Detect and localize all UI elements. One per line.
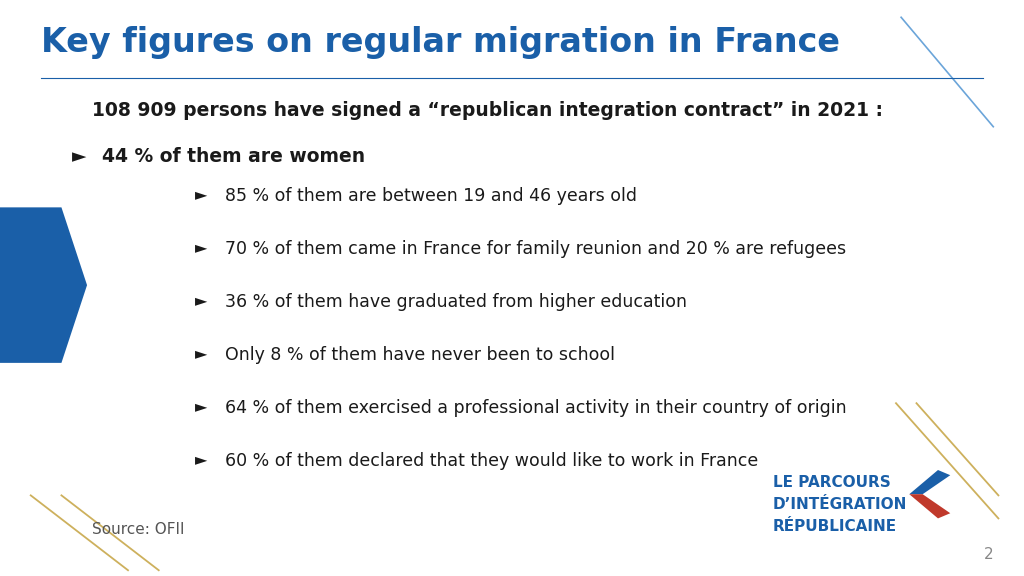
Polygon shape	[909, 470, 950, 494]
Text: ►: ►	[195, 187, 207, 202]
Polygon shape	[0, 207, 87, 363]
Text: LE PARCOURS: LE PARCOURS	[773, 475, 891, 490]
Text: ►: ►	[195, 240, 207, 255]
Text: 85 % of them are between 19 and 46 years old: 85 % of them are between 19 and 46 years…	[225, 187, 637, 205]
Text: ►: ►	[195, 399, 207, 414]
Text: 108 909 persons have signed a “republican integration contract” in 2021 :: 108 909 persons have signed a “republica…	[92, 101, 883, 120]
Text: 70 % of them came in France for family reunion and 20 % are refugees: 70 % of them came in France for family r…	[225, 240, 847, 258]
Text: 2: 2	[984, 547, 993, 562]
Text: D’INTÉGRATION: D’INTÉGRATION	[773, 497, 907, 512]
Text: Only 8 % of them have never been to school: Only 8 % of them have never been to scho…	[225, 346, 615, 364]
Text: 60 % of them declared that they would like to work in France: 60 % of them declared that they would li…	[225, 452, 759, 470]
Text: :: :	[249, 147, 261, 166]
Text: Source: OFII: Source: OFII	[92, 522, 184, 537]
Text: ►: ►	[195, 452, 207, 467]
Text: RÉPUBLICAINE: RÉPUBLICAINE	[773, 519, 897, 534]
Text: Key figures on regular migration in France: Key figures on regular migration in Fran…	[41, 26, 840, 59]
Text: ►: ►	[195, 346, 207, 361]
Text: 64 % of them exercised a professional activity in their country of origin: 64 % of them exercised a professional ac…	[225, 399, 847, 417]
Text: ►: ►	[195, 293, 207, 308]
Polygon shape	[909, 494, 950, 518]
Text: ►: ►	[72, 147, 86, 166]
Text: 44 % of them are women: 44 % of them are women	[102, 147, 366, 166]
Text: 36 % of them have graduated from higher education: 36 % of them have graduated from higher …	[225, 293, 687, 311]
